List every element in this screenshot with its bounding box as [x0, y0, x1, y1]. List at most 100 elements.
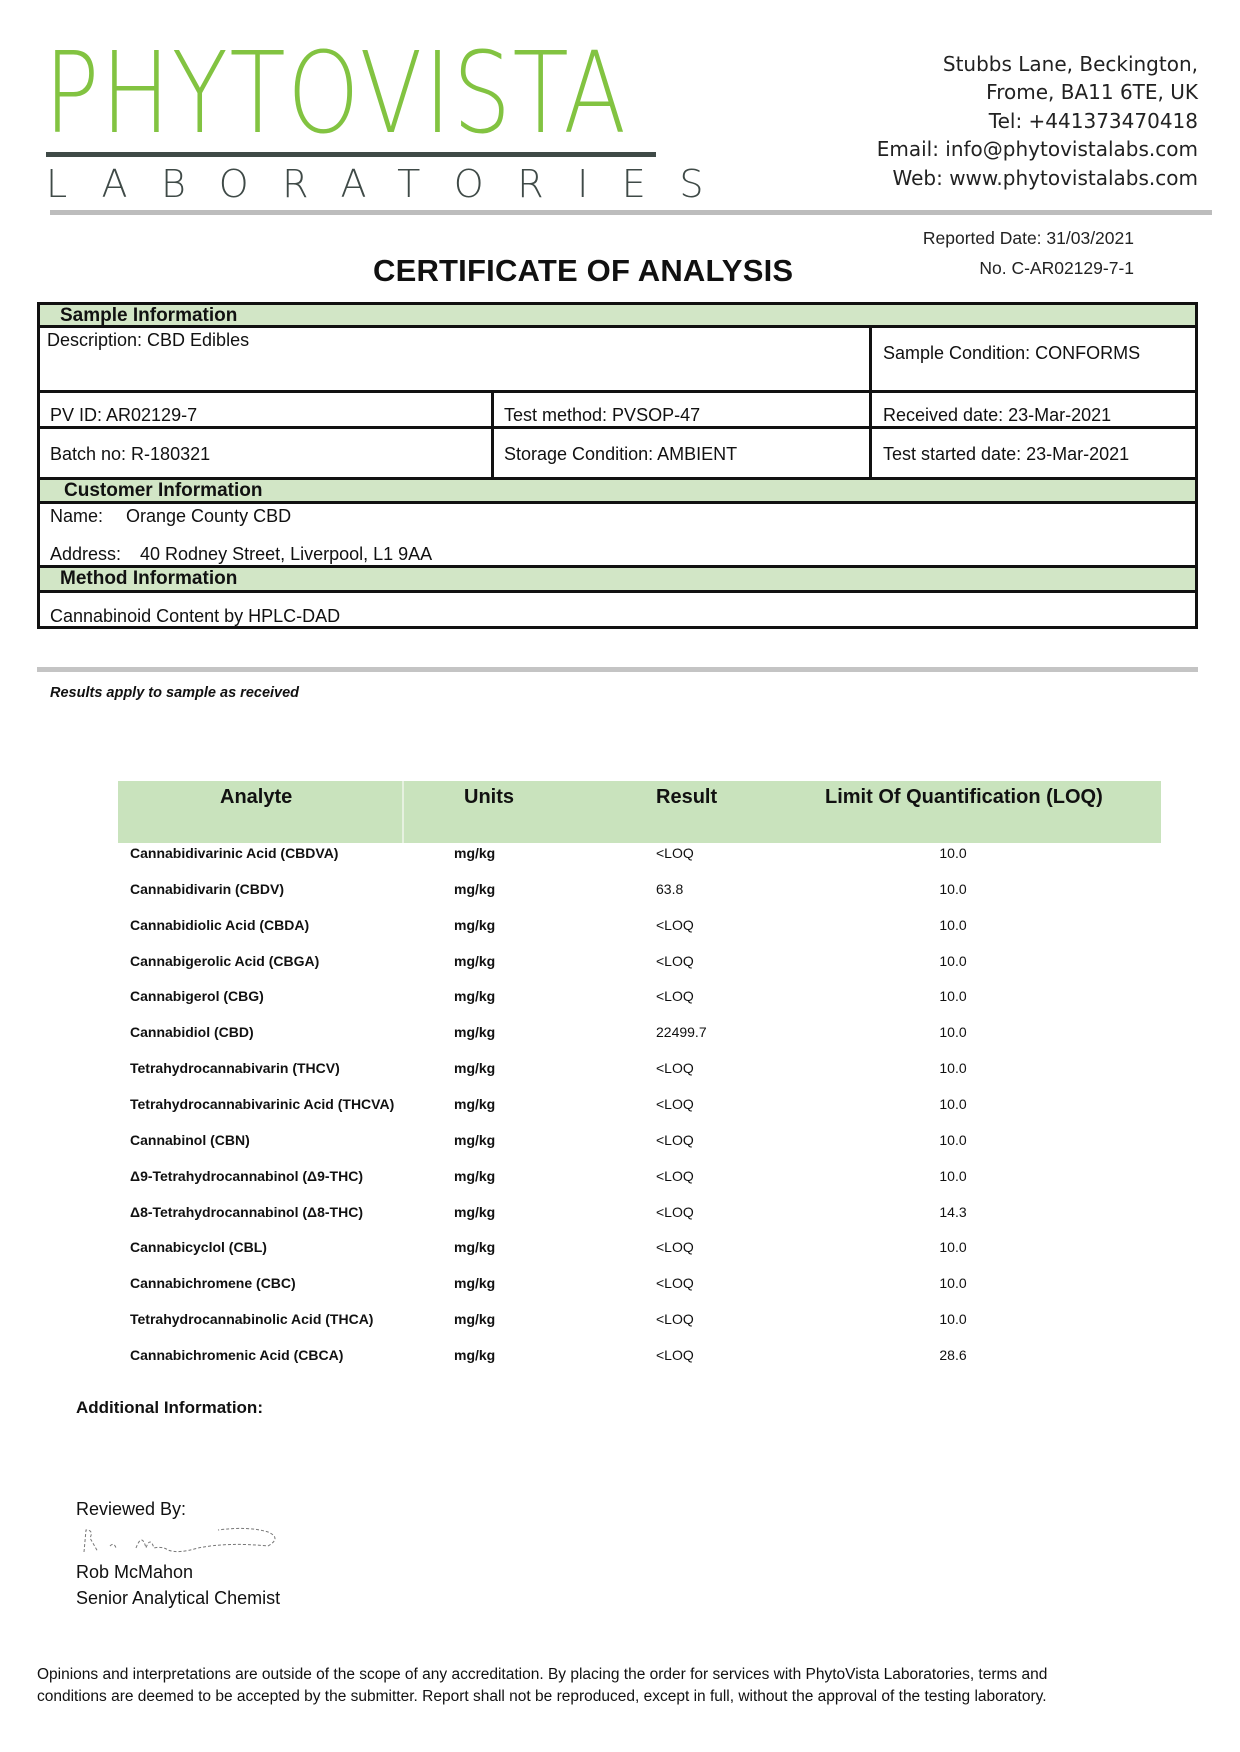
- test-started-date: Test started date: 23-Mar-2021: [883, 444, 1130, 464]
- table-row: Cannabidiol (CBD) mg/kg 22499.7 10.0: [0, 1024, 1240, 1060]
- address-line: Frome, BA11 6TE, UK: [986, 80, 1198, 104]
- cell-loq: 10.0: [939, 1167, 967, 1184]
- address-line: Stubbs Lane, Beckington,: [942, 52, 1198, 76]
- cell-units: mg/kg: [454, 845, 496, 861]
- table-row: Cannabidiolic Acid (CBDA) mg/kg <LOQ 10.0: [0, 917, 1240, 953]
- sample-info-heading: Sample Information: [37, 302, 1198, 328]
- customer-info-heading: Customer Information: [37, 477, 1198, 504]
- disclaimer: Opinions and interpretations are outside…: [37, 1666, 1048, 1705]
- website: Web: www.phytovistalabs.com: [892, 166, 1199, 190]
- cell-result: 63.8: [656, 880, 684, 897]
- customer-address: 40 Rodney Street, Liverpool, L1 9AA: [140, 544, 433, 564]
- cell-result: <LOQ: [656, 1096, 694, 1113]
- cell-result: <LOQ: [656, 952, 694, 969]
- cell-units: mg/kg: [454, 880, 496, 897]
- table-row: Cannabichromenic Acid (CBCA) mg/kg <LOQ 28.…: [0, 1347, 1240, 1383]
- additional-info-label: Additional Information:: [76, 1398, 263, 1417]
- cell-loq: 10.0: [939, 880, 967, 897]
- cell-loq: 10.0: [939, 1131, 967, 1148]
- cell-loq: 10.0: [939, 1060, 967, 1077]
- table-row: Cannabigerolic Acid (CBGA) mg/kg <LOQ 10.0: [0, 953, 1240, 989]
- cell-result: <LOQ: [656, 1060, 694, 1077]
- signature-image: [83, 1527, 276, 1553]
- column-separator: [402, 781, 404, 843]
- cell-analyte: Cannabichromenic Acid (CBCA): [130, 1347, 344, 1364]
- certificate-number: No. C-AR02129-7-1: [979, 258, 1134, 278]
- cell-loq: 10.0: [939, 952, 967, 969]
- cell-analyte: Tetrahydrocannabinolic Acid (THCA): [130, 1311, 374, 1328]
- column-header-result: Result: [656, 786, 718, 808]
- cell-result: <LOQ: [656, 1203, 694, 1220]
- cell-loq: 10.0: [939, 916, 967, 933]
- cell-analyte: Cannabidivarinic Acid (CBDVA): [130, 845, 339, 861]
- reviewer-role: Senior Analytical Chemist: [76, 1588, 281, 1608]
- logo-divider: [46, 152, 656, 157]
- cell-analyte: Cannabidivarin (CBDV): [130, 880, 285, 897]
- cell-analyte: Cannabinol (CBN): [130, 1131, 250, 1148]
- cell-result: <LOQ: [656, 1311, 694, 1328]
- reported-date: Reported Date: 31/03/2021: [922, 228, 1134, 248]
- cell-result: <LOQ: [656, 1239, 694, 1256]
- cell-analyte: Cannabidiolic Acid (CBDA): [130, 916, 310, 933]
- table-row: Cannabidivarin (CBDV) mg/kg 63.8 10.0: [0, 881, 1240, 917]
- cell-loq: 10.0: [939, 1311, 967, 1328]
- cell-analyte: Cannabichromene (CBC): [130, 1275, 296, 1292]
- divider: [37, 426, 1198, 429]
- page-title: CERTIFICATE OF ANALYSIS: [373, 253, 794, 288]
- method-text: Cannabinoid Content by HPLC-DAD: [50, 606, 341, 626]
- cell-result: <LOQ: [656, 988, 694, 1005]
- reviewed-by-label: Reviewed By:: [76, 1499, 187, 1519]
- cell-units: mg/kg: [454, 1060, 496, 1077]
- sample-condition: Sample Condition: CONFORMS: [883, 343, 1141, 363]
- customer-address-label: Address:: [50, 544, 122, 564]
- customer-name: Orange County CBD: [126, 506, 292, 526]
- divider: [37, 390, 1198, 393]
- pv-id: PV ID: AR02129-7: [50, 405, 198, 425]
- cell-analyte: Cannabicyclol (CBL): [130, 1239, 267, 1256]
- cell-loq: 28.6: [939, 1347, 967, 1364]
- cell-analyte: Cannabidiol (CBD): [130, 1024, 254, 1041]
- table-row: Cannabicyclol (CBL) mg/kg <LOQ 10.0: [0, 1239, 1240, 1275]
- logo-wordmark: PHYTOVISTA: [44, 29, 628, 159]
- results-note: Results apply to sample as received: [50, 685, 300, 701]
- cell-units: mg/kg: [454, 1096, 496, 1113]
- cell-loq: 14.3: [939, 1203, 967, 1220]
- table-row: Tetrahydrocannabivarin (THCV) mg/kg <LOQ 10…: [0, 1060, 1240, 1096]
- cell-analyte: Δ9-Tetrahydrocannabinol (Δ9-THC): [130, 1167, 363, 1184]
- table-row: Δ9-Tetrahydrocannabinol (Δ9-THC) mg/kg <LO…: [0, 1168, 1240, 1204]
- test-method: Test method: PVSOP-47: [504, 405, 701, 425]
- cell-analyte: Tetrahydrocannabivarin (THCV): [130, 1060, 340, 1077]
- table-row: Cannabigerol (CBG) mg/kg <LOQ 10.0: [0, 988, 1240, 1024]
- cell-result: <LOQ: [656, 916, 694, 933]
- table-row: Cannabichromene (CBC) mg/kg <LOQ 10.0: [0, 1275, 1240, 1311]
- cell-units: mg/kg: [454, 1024, 496, 1041]
- cell-units: mg/kg: [454, 916, 496, 933]
- sample-description: Description: CBD Edibles: [47, 330, 250, 350]
- cell-analyte: Tetrahydrocannabivarinic Acid (THCVA): [130, 1096, 395, 1113]
- cell-result: <LOQ: [656, 1131, 694, 1148]
- cell-units: mg/kg: [454, 1239, 496, 1256]
- cell-result: <LOQ: [656, 1167, 694, 1184]
- method-info-heading: Method Information: [37, 565, 1198, 593]
- header-divider: [50, 210, 1212, 215]
- table-row: Cannabidivarinic Acid (CBDVA) mg/kg <LOQ 10…: [0, 845, 1240, 881]
- cell-analyte: Cannabigerolic Acid (CBGA): [130, 952, 320, 969]
- cell-loq: 10.0: [939, 1096, 967, 1113]
- cell-analyte: Cannabigerol (CBG): [130, 988, 264, 1005]
- cell-units: mg/kg: [454, 1275, 496, 1292]
- column-header-analyte: Analyte: [220, 786, 293, 808]
- phone: Tel: +441373470418: [988, 109, 1198, 133]
- cell-units: mg/kg: [454, 1203, 496, 1220]
- batch-number: Batch no: R-180321: [50, 444, 211, 464]
- table-row: Tetrahydrocannabivarinic Acid (THCVA) mg/…: [0, 1096, 1240, 1132]
- received-date: Received date: 23-Mar-2021: [883, 405, 1112, 425]
- cell-units: mg/kg: [454, 1347, 496, 1364]
- storage-condition: Storage Condition: AMBIENT: [504, 444, 738, 464]
- cell-loq: 10.0: [939, 988, 967, 1005]
- divider: [869, 327, 872, 477]
- section-divider: [37, 667, 1198, 672]
- cell-result: <LOQ: [656, 845, 694, 861]
- column-header-units: Units: [464, 786, 514, 808]
- cell-units: mg/kg: [454, 1167, 496, 1184]
- logo-subtitle: LABORATORIES: [46, 162, 737, 206]
